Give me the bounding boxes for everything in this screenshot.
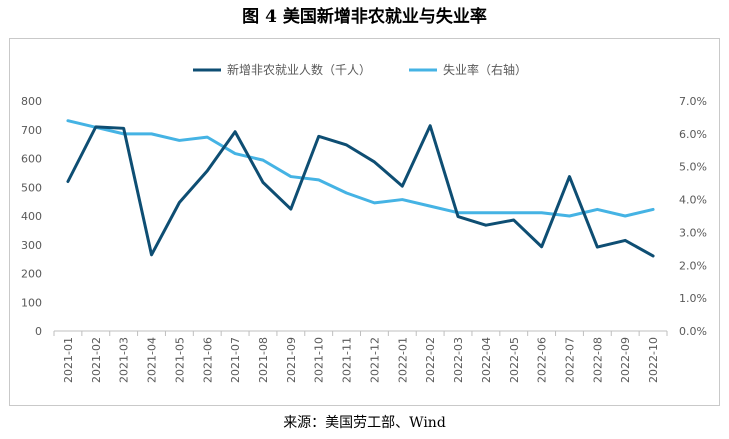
chart-frame: 新增非农就业人数（千人） 失业率（右轴） 0 100 200 300 400 500 600 7… — [9, 38, 720, 406]
left-axis-tick-label: 0 — [35, 325, 42, 338]
left-axis-tick-label: 100 — [21, 296, 42, 309]
right-axis-ticks: 0.0% 1.0% 2.0% 3.0% 4.0% 5.0% 6.0% 7.0% — [679, 95, 707, 338]
x-axis-tick-label: 2021-04 — [146, 337, 159, 383]
left-axis-tick-label: 600 — [21, 153, 42, 166]
x-axis-tick-label: 2022-03 — [452, 337, 465, 383]
right-axis-tick-label: 5.0% — [679, 161, 707, 174]
x-axis-tick-label: 2022-04 — [480, 337, 493, 383]
chart-svg: 新增非农就业人数（千人） 失业率（右轴） 0 100 200 300 400 500 600 7… — [21, 62, 707, 383]
x-axis-ticks: 2021-01 2021-02 2021-03 2021-04 2021-05 2021-… — [53, 331, 668, 383]
left-axis-tick-label: 700 — [21, 124, 42, 137]
x-axis-tick-label: 2021-06 — [201, 337, 214, 383]
left-axis-tick-label: 200 — [21, 268, 42, 281]
x-axis-tick-label: 2021-12 — [368, 337, 381, 383]
right-axis-tick-label: 2.0% — [679, 259, 707, 272]
x-axis-tick-label: 2022-07 — [563, 337, 576, 383]
right-axis-tick-label: 0.0% — [679, 325, 707, 338]
x-axis-tick-label: 2022-08 — [591, 337, 604, 383]
x-axis-tick-label: 2021-08 — [257, 337, 270, 383]
x-axis-tick-label: 2022-05 — [508, 337, 521, 383]
left-axis-tick-label: 400 — [21, 210, 42, 223]
x-axis-tick-label: 2021-02 — [90, 337, 103, 383]
x-axis-tick-label: 2022-10 — [647, 337, 660, 383]
series-line-payroll — [66, 124, 655, 258]
left-axis-ticks: 0 100 200 300 400 500 600 700 800 — [21, 95, 42, 338]
x-axis-tick-label: 2021-11 — [341, 337, 354, 383]
x-axis-tick-label: 2022-01 — [396, 337, 409, 383]
x-axis-tick-label: 2021-10 — [313, 337, 326, 383]
series-layer — [66, 119, 655, 258]
legend-label: 新增非农就业人数（千人） — [227, 62, 371, 77]
x-axis-tick-label: 2022-09 — [619, 337, 632, 383]
x-axis-tick-label: 2021-07 — [229, 337, 242, 383]
x-axis-tick-label: 2022-06 — [536, 337, 549, 383]
source-note: 来源：美国劳工部、Wind — [283, 415, 446, 431]
right-axis-tick-label: 1.0% — [679, 292, 707, 305]
x-axis-tick-label: 2021-05 — [173, 337, 186, 383]
legend-label: 失业率（右轴） — [443, 62, 527, 77]
right-axis-tick-label: 7.0% — [679, 95, 707, 108]
left-axis-tick-label: 800 — [21, 95, 42, 108]
figure-title: 图 4 美国新增非农就业与失业率 — [242, 7, 487, 27]
x-axis-tick-label: 2021-03 — [118, 337, 131, 383]
series-line-unemployment — [66, 119, 655, 218]
legend: 新增非农就业人数（千人） 失业率（右轴） — [193, 62, 527, 77]
left-axis-tick-label: 500 — [21, 181, 42, 194]
x-axis-tick-label: 2022-02 — [424, 337, 437, 383]
right-axis-tick-label: 3.0% — [679, 226, 707, 239]
left-axis-tick-label: 300 — [21, 239, 42, 252]
x-axis-tick-label: 2021-01 — [62, 337, 75, 383]
right-axis-tick-label: 6.0% — [679, 128, 707, 141]
right-axis-tick-label: 4.0% — [679, 194, 707, 207]
x-axis-tick-label: 2021-09 — [285, 337, 298, 383]
